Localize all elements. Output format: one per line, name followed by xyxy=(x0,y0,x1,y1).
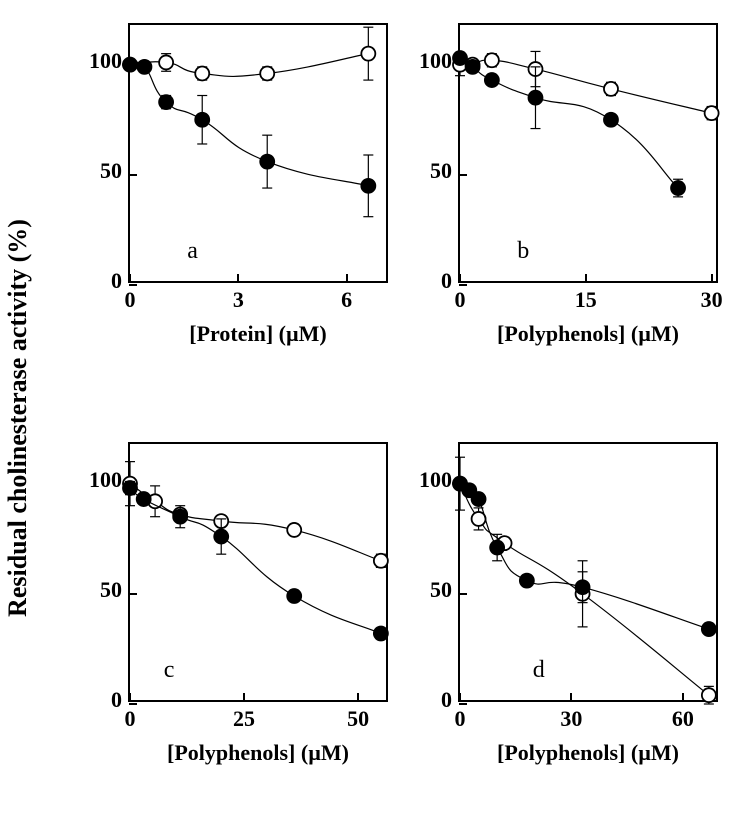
x-tick-label: 3 xyxy=(233,281,244,313)
x-tick-label: 60 xyxy=(672,700,694,732)
x-tick-label: 0 xyxy=(455,281,466,313)
panel-c: 05010002550[Polyphenols] (µM)c xyxy=(88,442,398,813)
marker-closed xyxy=(374,626,388,640)
x-tick-label: 30 xyxy=(701,281,723,313)
series-line xyxy=(130,484,381,561)
marker-closed xyxy=(485,73,499,87)
marker-closed xyxy=(528,91,542,105)
x-axis-label: [Polyphenols] (µM) xyxy=(167,740,349,766)
panel-letter: d xyxy=(533,657,545,684)
y-tick-label: 50 xyxy=(100,158,130,184)
marker-open xyxy=(604,82,618,96)
panel-d: 05010003060[Polyphenols] (µM)d xyxy=(418,442,728,813)
plot-svg xyxy=(460,25,720,285)
y-tick-label: 50 xyxy=(430,577,460,603)
series-line xyxy=(460,60,712,113)
marker-closed xyxy=(520,574,534,588)
marker-open xyxy=(195,66,209,80)
marker-closed xyxy=(214,530,228,544)
x-tick-label: 0 xyxy=(125,700,136,732)
y-tick-label: 50 xyxy=(100,577,130,603)
marker-closed xyxy=(361,179,375,193)
panel-letter: c xyxy=(164,657,175,684)
plot-box: 05010003060[Polyphenols] (µM)d xyxy=(458,442,718,702)
panel-letter: a xyxy=(187,238,198,265)
marker-closed xyxy=(472,492,486,506)
y-tick-label: 50 xyxy=(430,158,460,184)
marker-open xyxy=(485,53,499,67)
marker-open xyxy=(705,106,719,120)
marker-closed xyxy=(137,60,151,74)
plot-box: 05010002550[Polyphenols] (µM)c xyxy=(128,442,388,702)
x-tick-label: 50 xyxy=(347,700,369,732)
panel-letter: b xyxy=(517,238,529,265)
marker-closed xyxy=(671,181,685,195)
marker-closed xyxy=(490,541,504,555)
marker-closed xyxy=(123,58,137,72)
marker-closed xyxy=(159,95,173,109)
plot-box: 050100036[Protein] (µM)a xyxy=(128,23,388,283)
panel-a: 050100036[Protein] (µM)a xyxy=(88,23,398,394)
x-tick-label: 0 xyxy=(125,281,136,313)
marker-open xyxy=(374,554,388,568)
x-tick-label: 30 xyxy=(560,700,582,732)
marker-closed xyxy=(604,113,618,127)
marker-closed xyxy=(260,155,274,169)
marker-closed xyxy=(466,60,480,74)
x-axis-label: [Polyphenols] (µM) xyxy=(497,740,679,766)
x-axis-label: [Polyphenols] (µM) xyxy=(497,321,679,347)
marker-closed xyxy=(287,589,301,603)
marker-closed xyxy=(123,481,137,495)
marker-open xyxy=(702,688,716,702)
series-line xyxy=(130,62,368,186)
marker-closed xyxy=(453,51,467,65)
x-tick-label: 6 xyxy=(341,281,352,313)
y-axis-label: Residual cholinesterase activity (%) xyxy=(3,219,33,617)
marker-open xyxy=(361,47,375,61)
x-axis-label: [Protein] (µM) xyxy=(189,321,327,347)
marker-open xyxy=(260,66,274,80)
marker-open xyxy=(159,55,173,69)
marker-closed xyxy=(173,510,187,524)
x-tick-label: 0 xyxy=(455,700,466,732)
plot-svg xyxy=(460,444,720,704)
marker-closed xyxy=(576,580,590,594)
panel-grid: 050100036[Protein] (µM)a 05010001530[Poly… xyxy=(88,23,728,813)
marker-closed xyxy=(137,492,151,506)
marker-open xyxy=(287,523,301,537)
marker-closed xyxy=(195,113,209,127)
marker-closed xyxy=(702,622,716,636)
panel-b: 05010001530[Polyphenols] (µM)b xyxy=(418,23,728,394)
x-tick-label: 15 xyxy=(575,281,597,313)
plot-svg xyxy=(130,25,390,285)
plot-box: 05010001530[Polyphenols] (µM)b xyxy=(458,23,718,283)
x-tick-label: 25 xyxy=(233,700,255,732)
figure-root: Residual cholinesterase activity (%) 050… xyxy=(18,18,738,818)
